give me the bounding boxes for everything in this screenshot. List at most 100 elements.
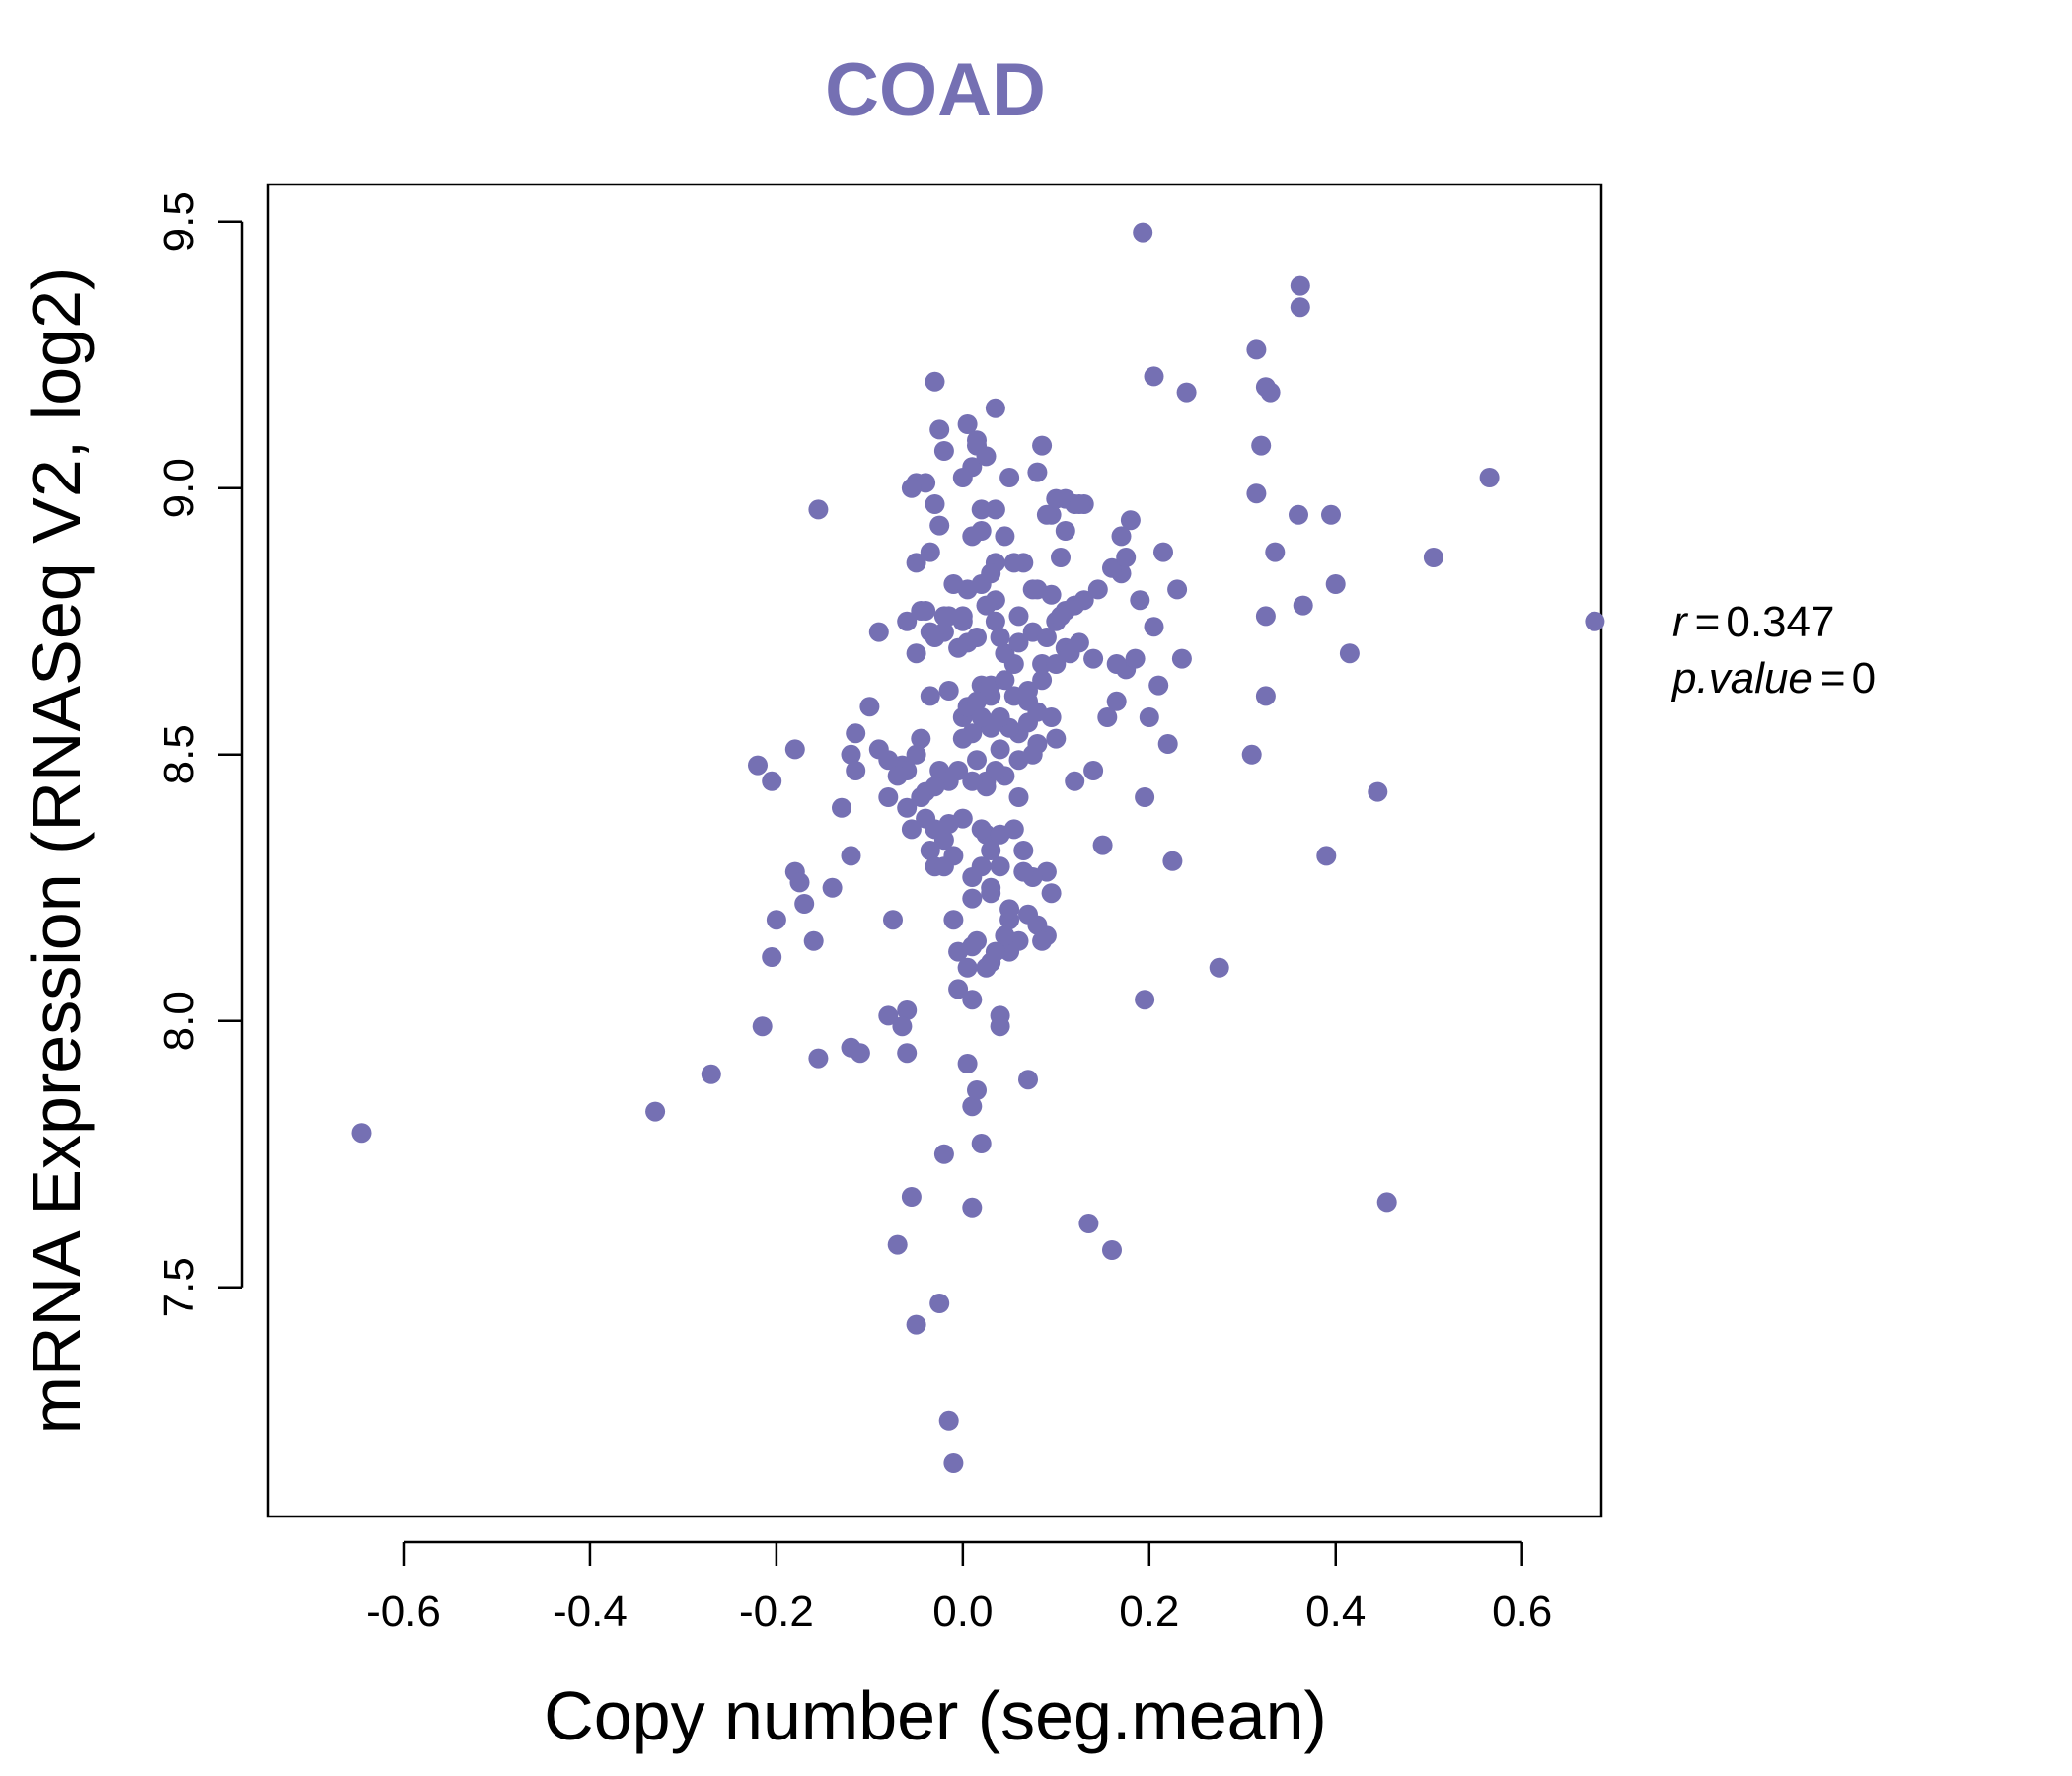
data-point <box>1246 339 1267 360</box>
data-point <box>1003 819 1024 840</box>
data-point <box>948 979 969 999</box>
data-point <box>933 856 954 877</box>
data-point <box>990 628 1010 647</box>
data-point <box>962 457 983 478</box>
data-point <box>995 526 1015 547</box>
data-point <box>1032 930 1053 951</box>
data-point <box>1073 590 1094 611</box>
data-point <box>971 707 992 727</box>
data-point <box>1171 648 1192 669</box>
data-point <box>925 494 945 514</box>
data-point <box>878 1005 899 1026</box>
data-point <box>967 1080 987 1100</box>
data-point <box>1069 632 1089 653</box>
data-point <box>841 744 861 765</box>
data-point <box>1083 761 1104 780</box>
data-point <box>1135 787 1155 807</box>
data-point <box>1069 494 1089 514</box>
x-axis: -0.6 -0.4 -0.2 0.0 0.2 0.4 0.6 <box>366 1540 1552 1636</box>
data-point <box>920 622 940 642</box>
data-point <box>897 1000 918 1020</box>
data-point <box>906 744 926 765</box>
data-point <box>1102 557 1122 578</box>
data-point <box>1162 851 1183 871</box>
data-point <box>1078 1214 1099 1233</box>
data-point <box>901 478 922 498</box>
data-point <box>952 611 973 631</box>
data-point <box>1008 632 1029 653</box>
data-point <box>1176 382 1197 403</box>
data-point <box>911 728 931 749</box>
data-point <box>948 637 969 658</box>
data-point <box>1046 654 1067 674</box>
data-point <box>1316 846 1337 866</box>
data-point <box>846 761 866 780</box>
data-point <box>846 723 866 744</box>
data-point <box>981 841 1001 860</box>
data-point <box>1003 553 1024 573</box>
data-point <box>850 1043 870 1064</box>
data-point <box>1339 643 1360 664</box>
data-point <box>748 755 768 776</box>
data-point <box>645 1101 666 1122</box>
data-point <box>976 957 997 978</box>
p-stat-value: 0 <box>1852 654 1876 703</box>
data-point <box>976 446 997 467</box>
y-tick-label: 8.0 <box>155 991 203 1051</box>
data-point <box>911 601 931 621</box>
data-point <box>1013 841 1034 860</box>
data-point <box>784 739 805 760</box>
correlation-stats: r = 0.347 p.value = 0 <box>1670 598 1876 703</box>
data-point <box>999 468 1020 487</box>
data-point <box>762 947 782 967</box>
data-point <box>883 910 903 930</box>
data-point <box>938 1410 959 1431</box>
data-point <box>1111 526 1132 547</box>
data-point <box>1325 574 1346 594</box>
x-tick-label: -0.6 <box>366 1588 441 1636</box>
data-point <box>906 643 926 664</box>
y-tick-label: 9.5 <box>155 191 203 252</box>
data-point <box>1255 606 1276 627</box>
data-point <box>920 841 940 860</box>
data-point <box>990 856 1010 877</box>
data-point <box>803 930 824 951</box>
data-point <box>1041 707 1062 727</box>
data-point <box>933 830 954 851</box>
data-point <box>985 398 1005 418</box>
data-point <box>897 1043 918 1064</box>
data-point <box>808 1048 829 1069</box>
data-point <box>901 1187 922 1207</box>
data-point <box>1087 579 1108 600</box>
data-point <box>1321 504 1341 525</box>
data-point <box>916 808 936 829</box>
data-point <box>762 771 782 791</box>
data-point <box>990 1016 1010 1037</box>
data-point <box>1585 611 1605 631</box>
data-point <box>892 1016 913 1037</box>
data-point <box>887 1234 908 1255</box>
x-axis-label: Copy number (seg.mean) <box>544 1677 1327 1754</box>
x-tick-label: 0.6 <box>1492 1588 1552 1636</box>
data-point <box>1008 787 1029 807</box>
data-point <box>985 761 1005 780</box>
data-point <box>938 814 959 834</box>
p-stat-label: p.value <box>1670 654 1813 703</box>
data-point <box>906 553 926 573</box>
plot-area-frame <box>266 183 1603 1518</box>
data-point <box>925 371 945 392</box>
data-point <box>976 595 997 616</box>
data-point <box>1376 1192 1397 1213</box>
data-point <box>1022 744 1043 765</box>
data-point <box>1144 617 1164 637</box>
data-point <box>971 819 992 840</box>
data-point <box>929 1294 950 1313</box>
y-tick-label: 7.5 <box>155 1257 203 1317</box>
x-tick-label: 0.2 <box>1119 1588 1179 1636</box>
data-point <box>1116 548 1137 567</box>
data-point <box>985 941 1005 962</box>
data-point <box>1144 366 1164 387</box>
data-point <box>962 990 983 1010</box>
data-point <box>1479 468 1500 487</box>
